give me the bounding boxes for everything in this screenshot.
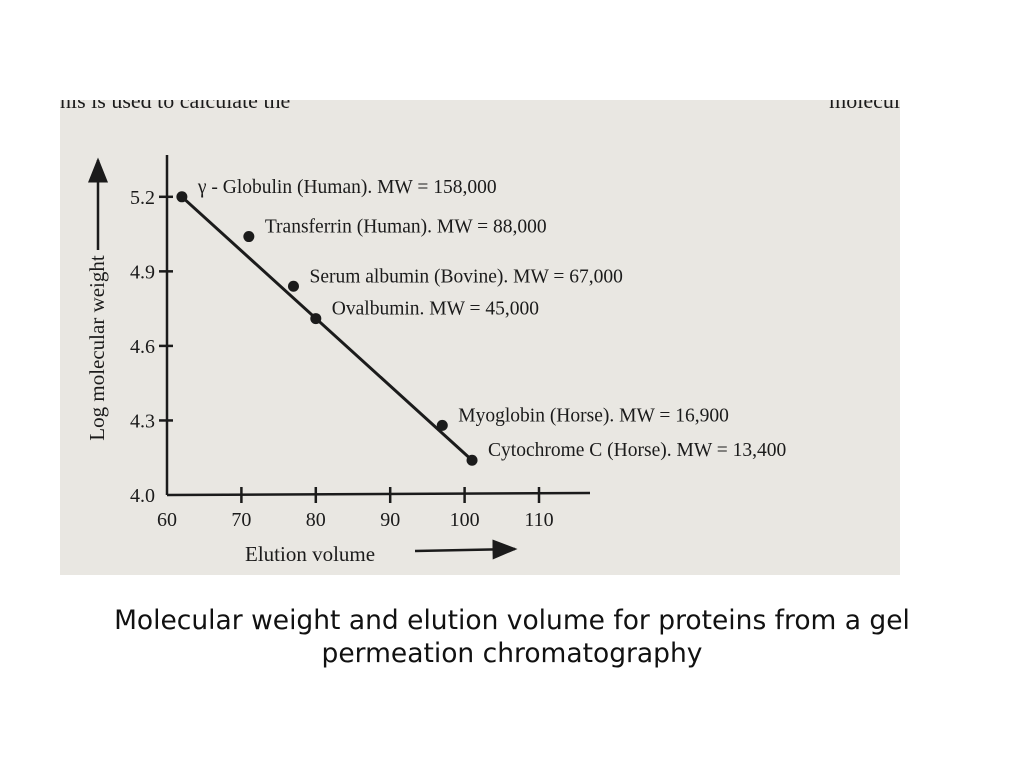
chart-figure: nis is used to calculate the molecul 4.0…	[60, 100, 900, 575]
y-tick-label: 4.3	[130, 410, 155, 432]
data-point-6	[466, 454, 478, 466]
x-tick-label: 100	[450, 509, 480, 531]
data-label-1: γ - Globulin (Human). MW = 158,000	[197, 177, 497, 198]
x-axis-line	[166, 491, 591, 497]
x-tick-label: 90	[380, 509, 400, 531]
y-axis-label: Log molecular weight	[85, 255, 109, 441]
header-fragment-right: molecul	[829, 100, 900, 113]
x-tick-label: 80	[306, 509, 326, 531]
caption-line-1: Molecular weight and elution volume for …	[114, 605, 910, 636]
y-tick-label: 5.2	[130, 187, 155, 209]
data-label-6: Cytochrome C (Horse). MW = 13,400	[488, 440, 786, 461]
x-tick-label: 70	[231, 509, 251, 531]
data-point-1	[176, 191, 188, 203]
fit-line-layer	[180, 195, 474, 462]
x-axis-arrow	[414, 539, 518, 560]
figure-caption: Molecular weight and elution volume for …	[40, 604, 984, 670]
data-point-4	[310, 313, 322, 325]
data-label-3: Serum albumin (Bovine). MW = 67,000	[309, 266, 622, 287]
data-label-5: Myoglobin (Horse). MW = 16,900	[458, 405, 729, 426]
y-tick-label: 4.0	[130, 485, 155, 507]
data-points	[176, 191, 478, 466]
axes: 4.0 4.3 4.6 4.9 5.2 60 70 80 90 100 110	[130, 155, 591, 531]
header-fragment-left: nis is used to calculate the	[60, 100, 290, 113]
data-label-4: Ovalbumin. MW = 45,000	[332, 299, 539, 320]
data-point-5	[436, 419, 448, 431]
caption-line-2: permeation chromatography	[321, 638, 703, 669]
data-point-2	[243, 231, 255, 243]
y-tick-label: 4.6	[130, 336, 155, 358]
molecular-weight-chart: nis is used to calculate the molecul 4.0…	[60, 100, 900, 566]
x-tick-label: 110	[524, 509, 553, 531]
point-labels: γ - Globulin (Human). MW = 158,000 Transf…	[197, 177, 786, 461]
data-point-3	[287, 280, 299, 292]
x-tick-label: 60	[157, 509, 177, 531]
y-tick-label: 4.9	[130, 261, 155, 283]
data-label-2: Transferrin (Human). MW = 88,000	[265, 217, 547, 238]
x-axis-label: Elution volume	[245, 542, 375, 566]
fit-line	[180, 195, 474, 462]
